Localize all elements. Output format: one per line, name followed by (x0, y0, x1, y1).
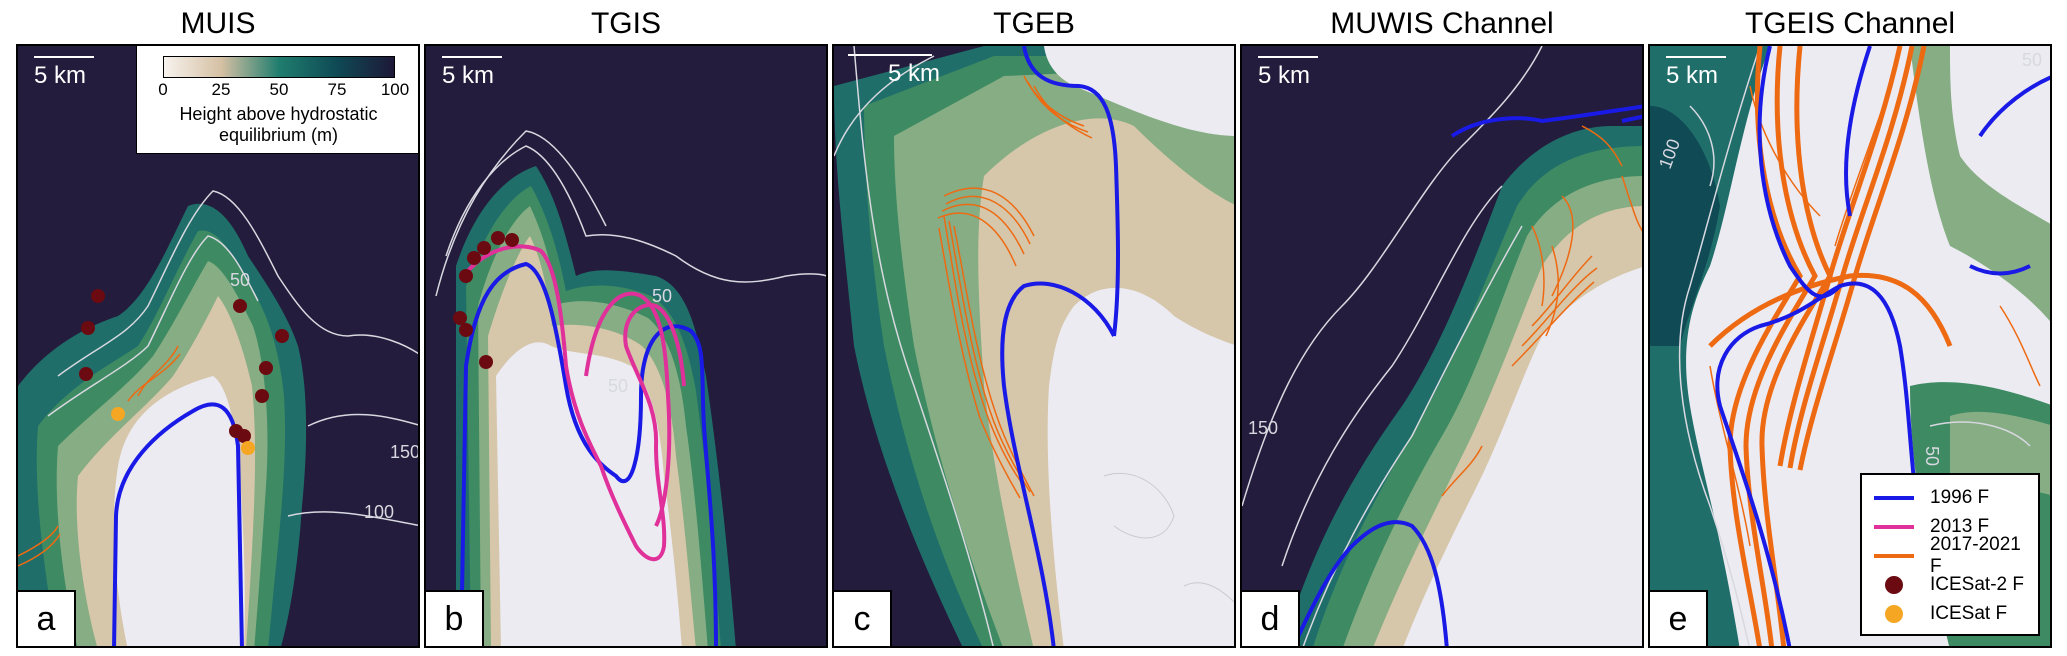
contour-label-b-50-2: 50 (608, 376, 628, 396)
panel-label-a: a (18, 590, 76, 646)
contour-label-a-100: 100 (364, 502, 394, 522)
colorbar-label: Height above hydrostatic equilibrium (m) (179, 104, 378, 145)
contour-label-a-150: 150 (390, 442, 420, 462)
legend-swatch (1874, 495, 1914, 500)
panel-title-c: TGEB (993, 7, 1075, 40)
scale-bar-c: 5 km (848, 54, 940, 88)
colorbar-tick: 25 (211, 80, 231, 99)
contour-label-d-150: 150 (1248, 418, 1278, 438)
colorbar: 0 25 50 75 100 Height above hydrostatic … (136, 46, 418, 154)
legend-item-icesat2: ICESat-2 F (1870, 570, 2030, 599)
legend-item-2013: 2013 F (1870, 512, 2030, 541)
panel-title-b: TGIS (590, 7, 661, 40)
map-panel-tgeis-channel: 100 50 50 5 km 1996 F 2013 F 2017-2021 F… (1648, 44, 2052, 648)
panel-label-d: d (1242, 590, 1300, 646)
colorbar-tick: 0 (158, 80, 168, 99)
legend-swatch (1874, 524, 1914, 529)
map-panel-tgis: 50 50 5 km b (424, 44, 828, 648)
map-panel-muwis-channel: 150 5 km d (1240, 44, 1644, 648)
legend-swatch (1885, 575, 1903, 594)
contour-label-e-50-2: 50 (1922, 446, 1942, 466)
colorbar-gradient (163, 56, 395, 78)
contour-label-a-50: 50 (230, 270, 250, 290)
contour-label-e-50: 50 (2022, 50, 2042, 70)
map-tgeb (834, 46, 1234, 646)
colorbar-tick: 100 (380, 80, 410, 99)
map-tgis: 50 50 (426, 46, 826, 646)
contour-label-b-50: 50 (652, 286, 672, 306)
map-muwis-channel: 150 (1242, 46, 1642, 646)
panel-label-e: e (1650, 590, 1708, 646)
colorbar-tick: 50 (269, 80, 289, 99)
scale-bar-d: 5 km (1258, 56, 1318, 90)
map-panel-muis: 50 150 100 5 km 0 25 50 75 100 Height ab… (16, 44, 420, 648)
scale-bar-a: 5 km (34, 56, 94, 90)
legend-item-icesat: ICESat F (1870, 599, 2030, 628)
panel-title-a: MUIS (180, 7, 256, 40)
panel-title-d: MUWIS Channel (1330, 7, 1554, 40)
colorbar-tick: 75 (327, 80, 347, 99)
map-panel-tgeb: 5 km c (832, 44, 1236, 648)
panel-label-c: c (834, 590, 892, 646)
scale-bar-b: 5 km (442, 56, 502, 90)
legend-item-1996: 1996 F (1870, 483, 2030, 512)
colorbar-ticks: 0 25 50 75 100 (151, 80, 409, 100)
scale-bar-e: 5 km (1666, 56, 1726, 90)
legend-item-2017-2021: 2017-2021 F (1870, 534, 2030, 577)
legend-swatch (1885, 604, 1903, 623)
panel-title-e: TGEIS Channel (1744, 7, 1956, 40)
panel-label-b: b (426, 590, 484, 646)
legend-swatch (1874, 553, 1914, 558)
legend: 1996 F 2013 F 2017-2021 F ICESat-2 F ICE… (1860, 473, 2040, 636)
